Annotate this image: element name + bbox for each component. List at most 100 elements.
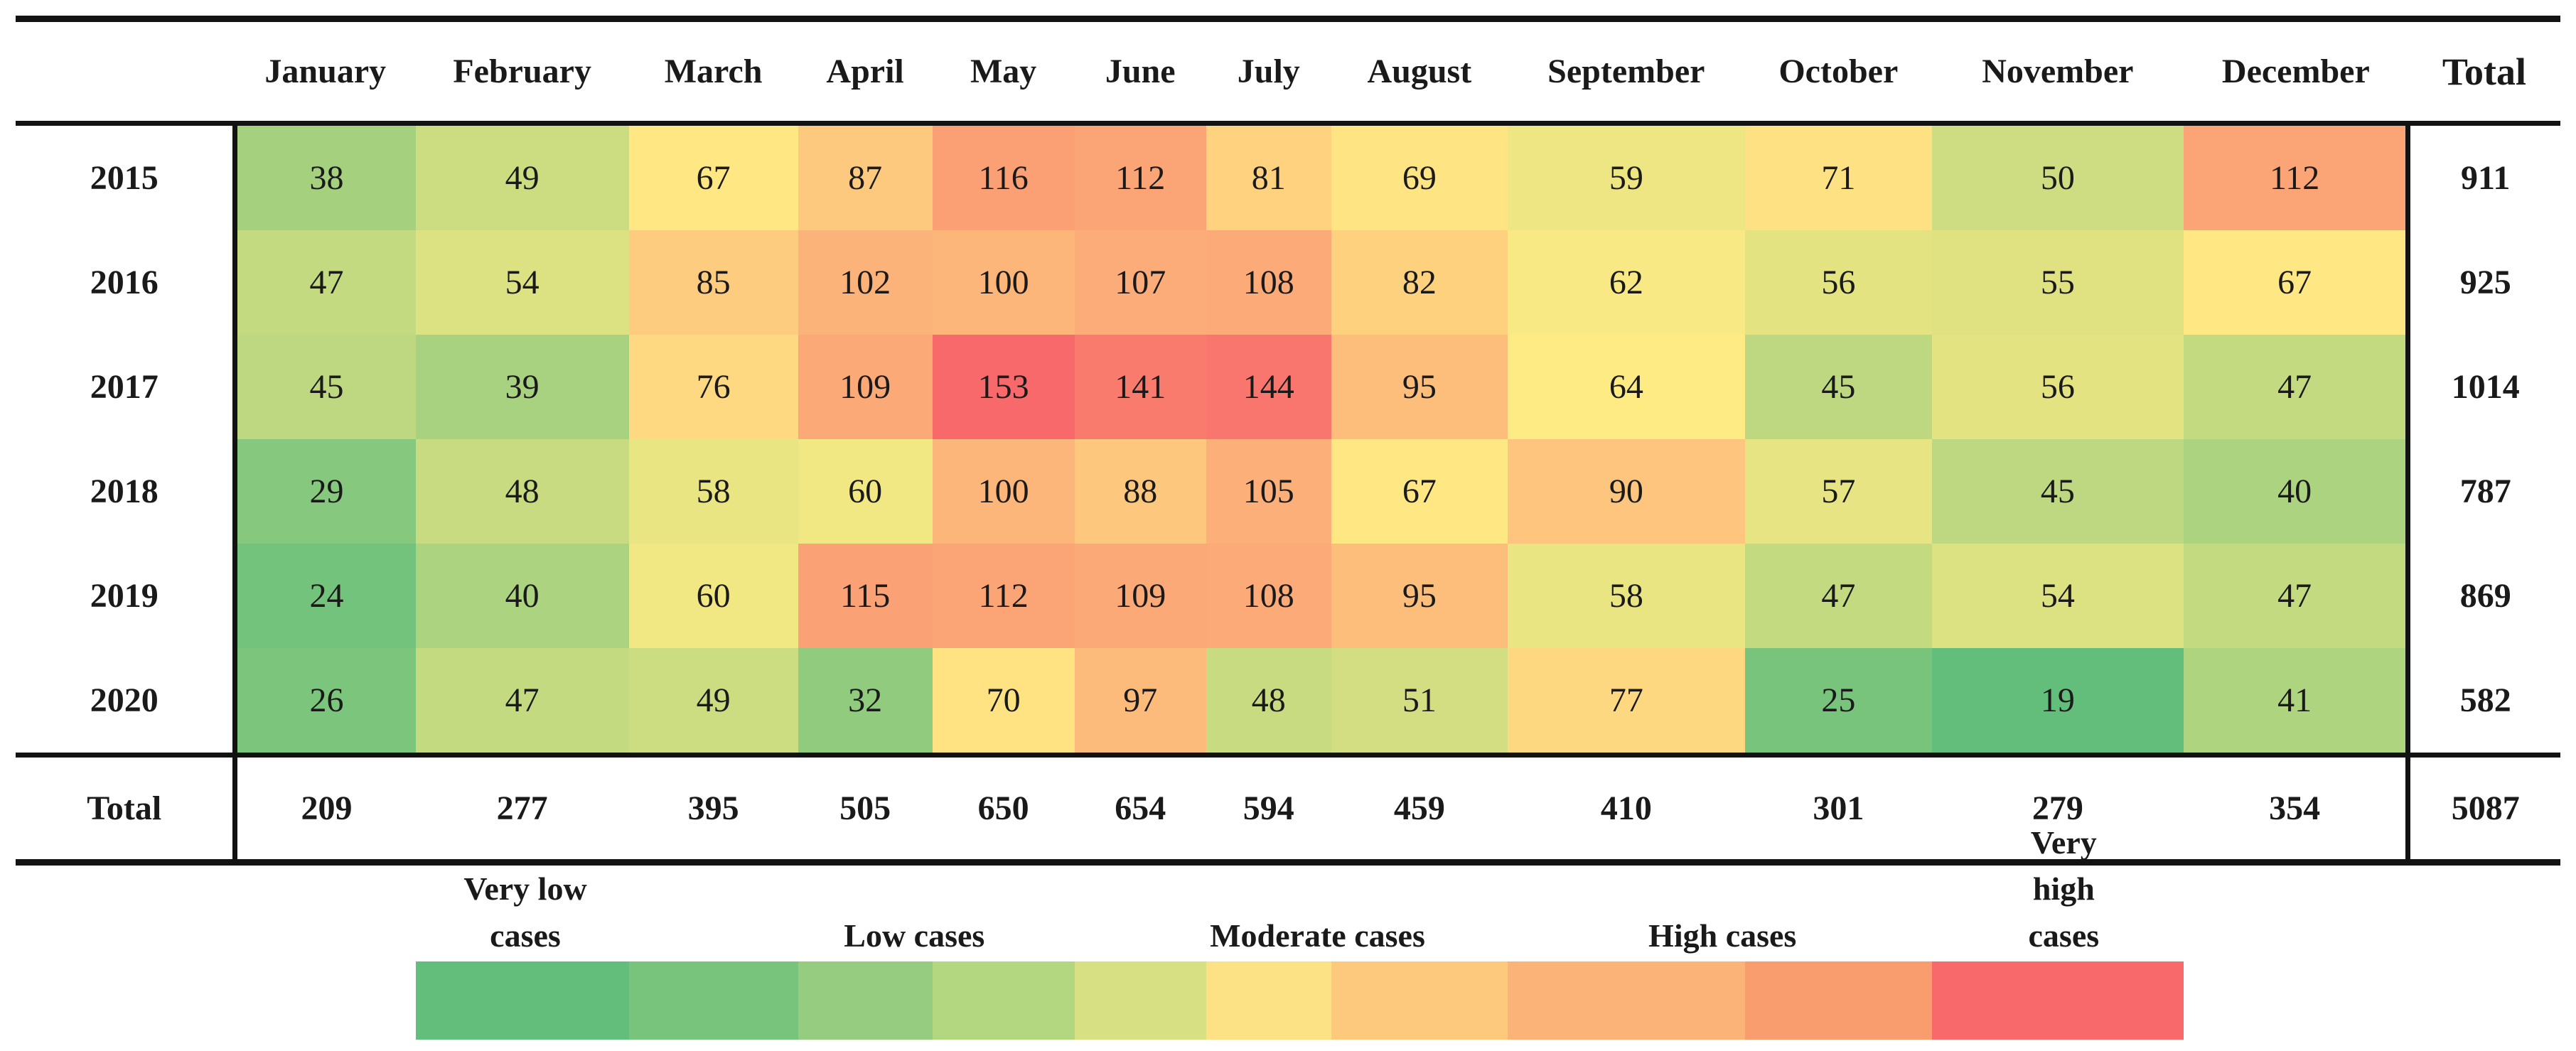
heatmap-cell: 112 [2183, 123, 2408, 230]
column-total: 594 [1206, 755, 1331, 866]
legend-swatch [1508, 961, 1746, 1040]
row-total: 787 [2405, 439, 2560, 544]
row-label-2017: 2017 [16, 335, 238, 439]
heatmap-cell: 25 [1744, 648, 1932, 758]
column-header-november: November [1931, 18, 2184, 126]
heatmap-cell: 85 [628, 230, 798, 335]
heatmap-cell: 71 [1744, 123, 1932, 230]
heatmap-cell: 32 [798, 648, 933, 758]
heatmap-cell: 115 [798, 544, 933, 648]
heatmap-cell: 100 [932, 230, 1075, 335]
row-total: 911 [2405, 123, 2560, 230]
table-row-2018: 2018 29 48 58 60 100 88 105 67 90 57 45 40 787 [16, 439, 2560, 544]
heatmap-cell: 108 [1206, 230, 1331, 335]
heatmap-cell: 29 [235, 439, 416, 544]
heatmap-cell: 64 [1507, 335, 1745, 439]
heatmap-cell: 141 [1074, 335, 1206, 439]
heatmap-cell: 88 [1074, 439, 1206, 544]
heatmap-cell: 58 [1507, 544, 1745, 648]
heatmap-cell: 67 [628, 123, 798, 230]
column-total: 395 [628, 755, 798, 866]
total-row: Total 209 277 395 505 650 654 594 459 410 301 279 35… [16, 755, 2560, 866]
column-total: 410 [1507, 755, 1745, 866]
heatmap-cell: 105 [1206, 439, 1331, 544]
heatmap-cell: 41 [2183, 648, 2408, 758]
heatmap-cell: 60 [798, 439, 933, 544]
heatmap-table: January February March April May June July Augu… [16, 16, 2560, 866]
heatmap-cell: 67 [1331, 439, 1508, 544]
column-total: 650 [932, 755, 1075, 866]
heatmap-cell: 153 [932, 335, 1075, 439]
column-total: 459 [1331, 755, 1508, 866]
column-header-august: August [1331, 18, 1508, 126]
legend-swatch [415, 961, 629, 1040]
heatmap-cell: 50 [1931, 123, 2184, 230]
header-row: January February March April May June July Augu… [16, 18, 2560, 126]
row-label-2020: 2020 [16, 648, 238, 758]
column-header-september: September [1507, 18, 1745, 126]
heatmap-cell: 26 [235, 648, 416, 758]
heatmap-cell: 90 [1507, 439, 1745, 544]
column-total: 354 [2183, 755, 2408, 866]
legend-labels: Very low cases Low cases Moderate cases Hig… [416, 824, 2184, 961]
heatmap-cell: 39 [415, 335, 629, 439]
heatmap-cell: 48 [415, 439, 629, 544]
heatmap-cell: 81 [1206, 123, 1331, 230]
heatmap-cell: 54 [415, 230, 629, 335]
legend-label-moderate: Moderate cases [1210, 917, 1425, 954]
heatmap-cell: 48 [1206, 648, 1331, 758]
legend-color-bar [415, 961, 2184, 1040]
heatmap-cell: 107 [1074, 230, 1206, 335]
legend-label-very-high: Very high cases [2028, 824, 2100, 954]
column-total: 654 [1074, 755, 1206, 866]
heatmap-cell: 108 [1206, 544, 1331, 648]
heatmap-cell: 45 [235, 335, 416, 439]
heatmap-cell: 59 [1507, 123, 1745, 230]
legend: Very low cases Low cases Moderate cases Hig… [16, 824, 2560, 1040]
heatmap-cell: 109 [798, 335, 933, 439]
table-row-2019: 2019 24 40 60 115 112 109 108 95 58 47 54 47 869 [16, 544, 2560, 648]
row-total: 869 [2405, 544, 2560, 648]
heatmap-cell: 57 [1744, 439, 1932, 544]
legend-swatch [932, 961, 1075, 1040]
heatmap-cell: 116 [932, 123, 1075, 230]
heatmap-cell: 97 [1074, 648, 1206, 758]
legend-swatch [1074, 961, 1207, 1040]
heatmap-cell: 109 [1074, 544, 1206, 648]
row-total: 1014 [2405, 335, 2560, 439]
column-header-july: July [1206, 18, 1331, 126]
legend-swatch [1206, 961, 1332, 1040]
row-total: 582 [2405, 648, 2560, 758]
heatmap-cell: 45 [1744, 335, 1932, 439]
heatmap-cell: 54 [1931, 544, 2184, 648]
column-header-december: December [2183, 18, 2408, 126]
row-label-2016: 2016 [16, 230, 238, 335]
heatmap-cell: 24 [235, 544, 416, 648]
heatmap-cell: 56 [1744, 230, 1932, 335]
column-header-april: April [798, 18, 933, 126]
legend-label-high: High cases [1648, 917, 1797, 954]
heatmap-cell: 76 [628, 335, 798, 439]
column-total: 209 [235, 755, 416, 866]
table-row-2017: 2017 45 39 76 109 153 141 144 95 64 45 56 47 1014 [16, 335, 2560, 439]
corner-cell [16, 18, 235, 126]
legend-swatch [628, 961, 798, 1040]
legend-swatch [1331, 961, 1508, 1040]
column-header-total: Total [2408, 18, 2560, 126]
column-header-october: October [1744, 18, 1932, 126]
table-header: January February March April May June July Augu… [16, 18, 2560, 126]
heatmap-cell: 51 [1331, 648, 1508, 758]
column-total: 505 [798, 755, 933, 866]
heatmap-cell: 95 [1331, 544, 1508, 648]
heatmap-cell: 47 [2183, 335, 2408, 439]
row-label-2019: 2019 [16, 544, 238, 648]
column-header-june: June [1074, 18, 1206, 126]
column-total: 301 [1744, 755, 1932, 866]
column-header-may: May [932, 18, 1075, 126]
legend-swatch [1932, 961, 2184, 1040]
heatmap-cell: 58 [628, 439, 798, 544]
heatmap-cell: 82 [1331, 230, 1508, 335]
table-body: 2015 38 49 67 87 116 112 81 69 59 71 50 112 911 2016 47… [16, 123, 2560, 866]
legend-label-low: Low cases [844, 917, 985, 954]
row-label-2018: 2018 [16, 439, 238, 544]
